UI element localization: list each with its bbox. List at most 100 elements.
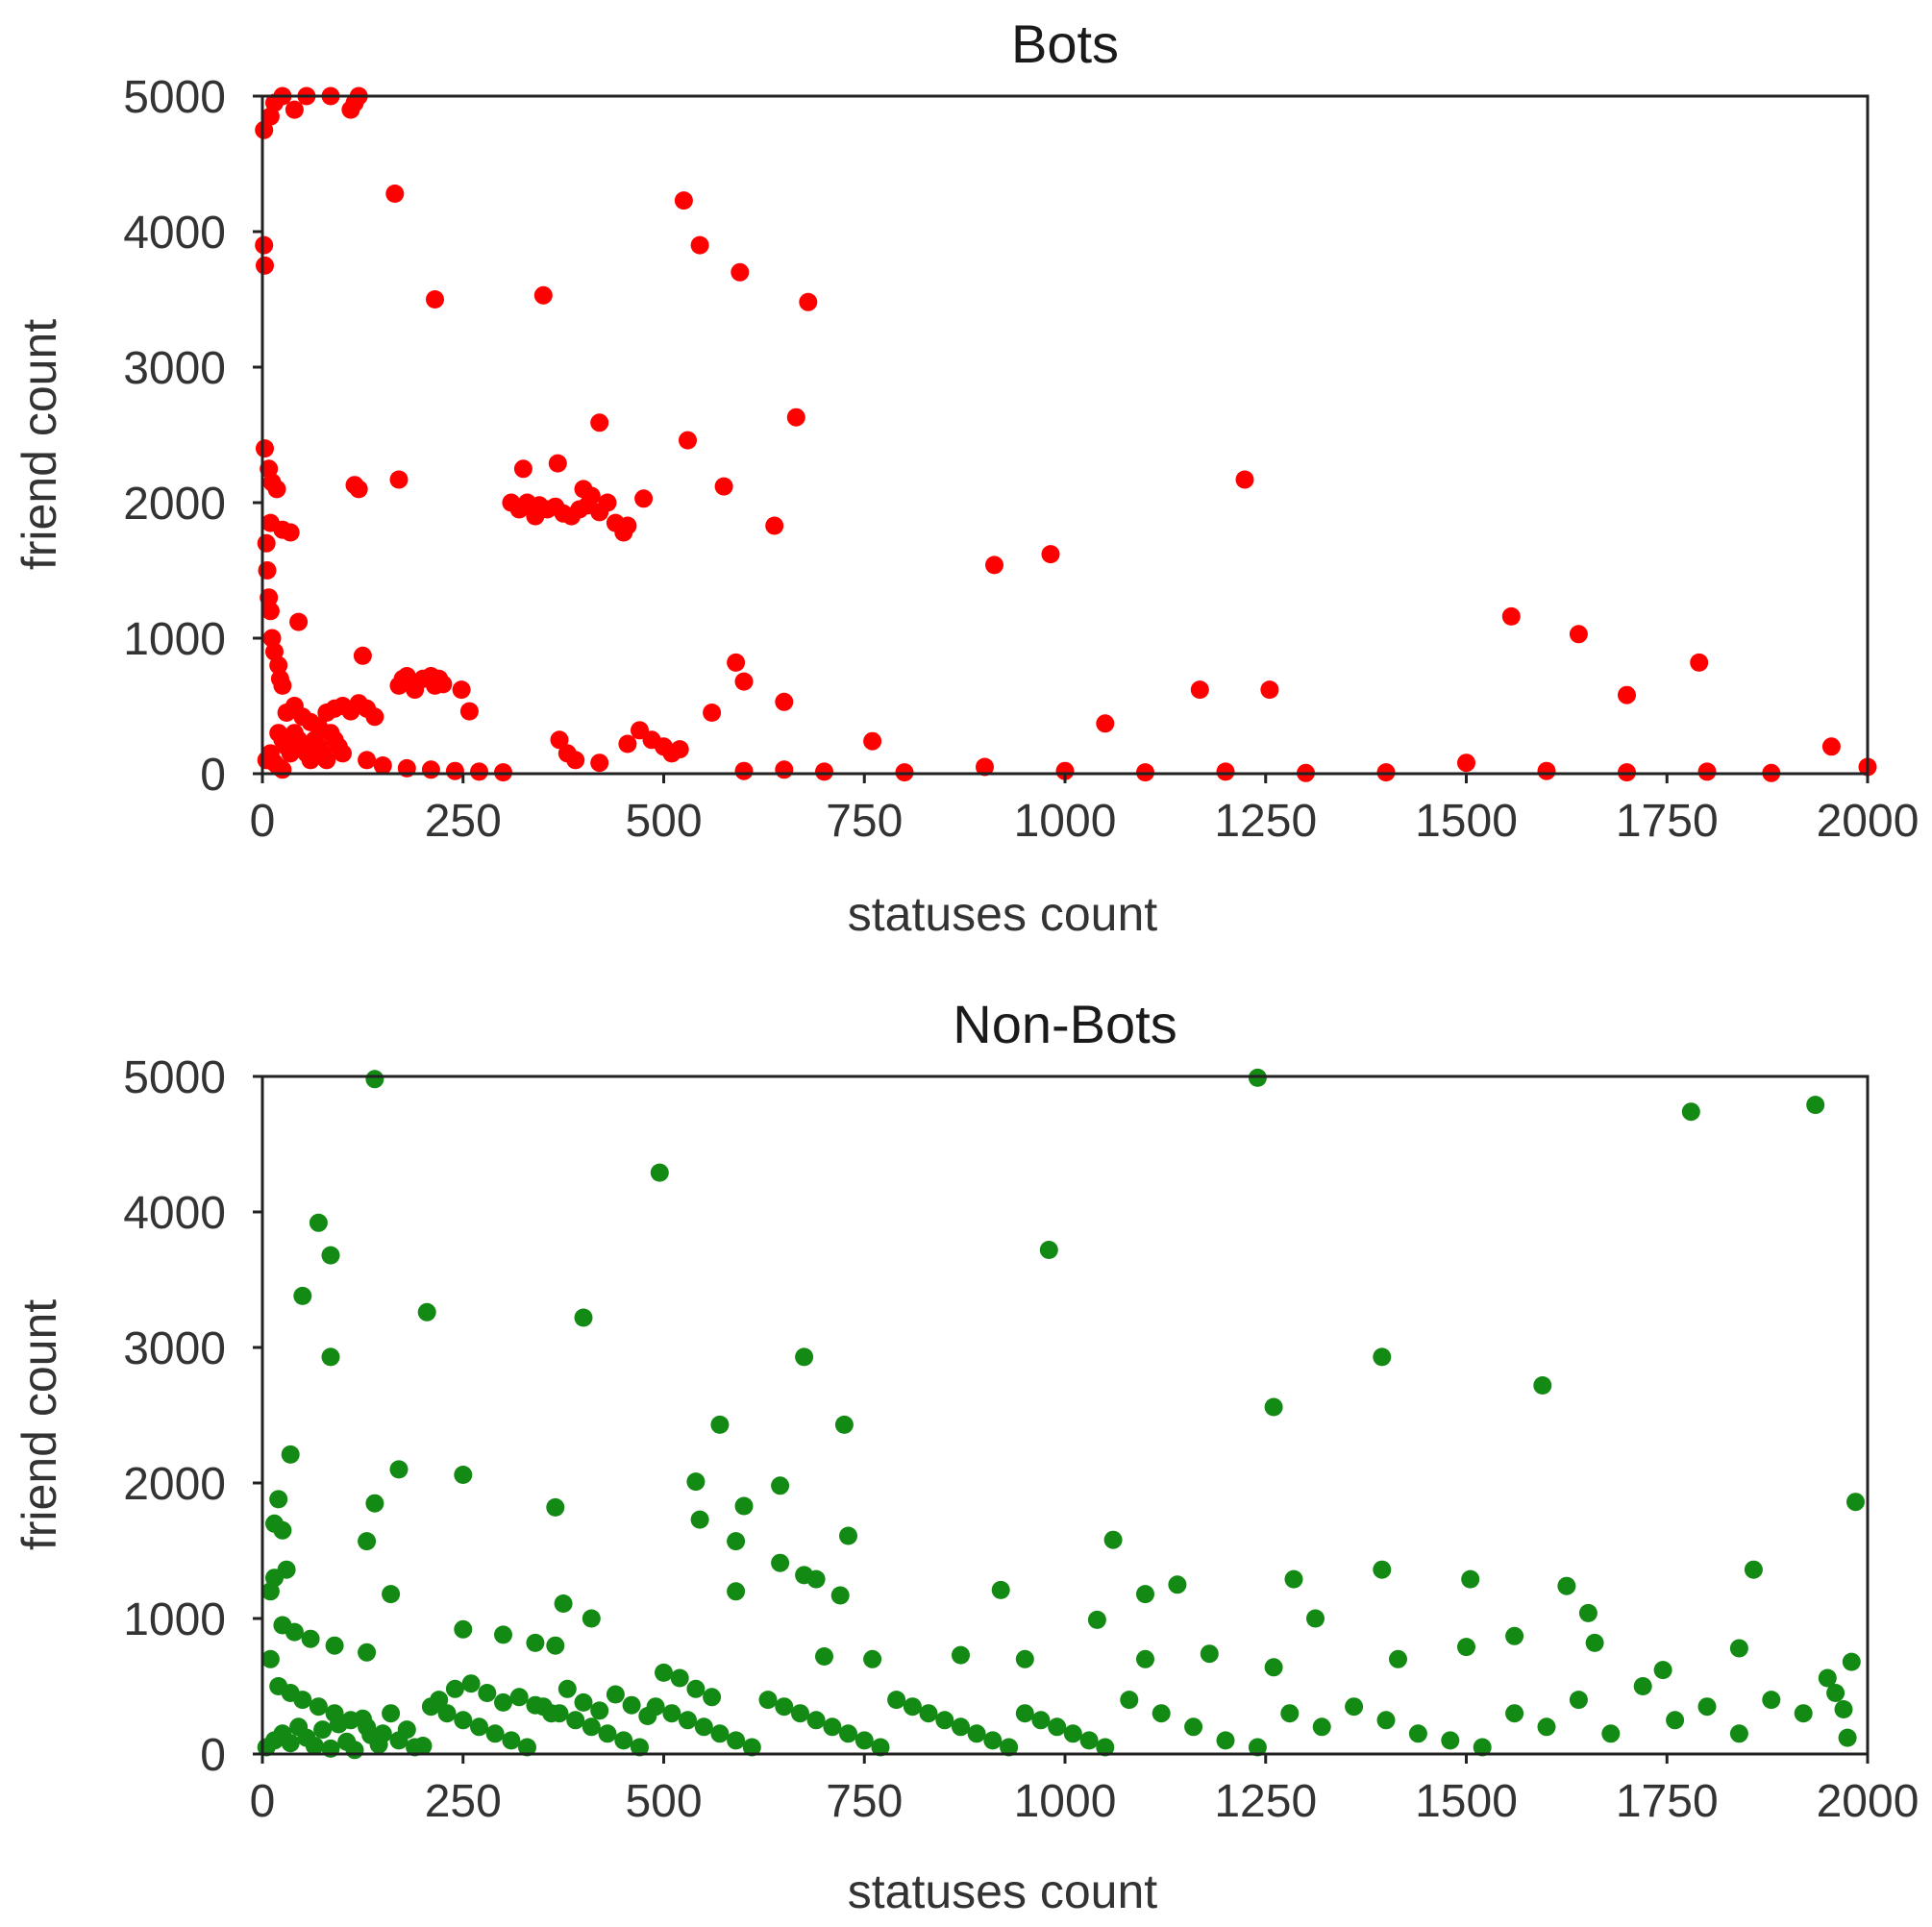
data-point [1537,761,1556,780]
data-point [262,629,282,648]
data-point [1280,1704,1300,1723]
data-point [454,1711,473,1730]
data-point [1015,1649,1034,1668]
data-point [260,588,279,607]
data-point [277,1560,296,1579]
data-point [389,1460,409,1479]
data-point [433,675,453,694]
data-points [255,86,1877,782]
data-point [634,489,654,508]
data-point [1345,1697,1364,1717]
data-point [1744,1560,1763,1579]
data-point [1666,1711,1685,1730]
data-point [256,256,274,275]
data-point [1200,1644,1219,1664]
data-point [256,439,274,458]
data-point [1537,1717,1556,1737]
data-point [775,692,794,711]
data-point [273,676,292,695]
data-point [269,655,288,675]
data-point [1505,1626,1524,1645]
data-point [285,1622,304,1642]
x-tick-label: 1500 [1415,796,1518,847]
data-point [839,1724,857,1743]
data-point [533,285,553,305]
y-tick-label: 0 [200,750,226,801]
data-point [1457,1638,1475,1657]
data-point [334,744,352,763]
data-point [771,1553,790,1572]
data-point [353,646,372,665]
x-tick-label: 2000 [1817,796,1920,847]
data-point [437,1704,457,1723]
data-point [281,523,300,542]
data-point [1284,1569,1303,1589]
data-point [650,1163,669,1182]
data-point [1729,1724,1748,1743]
data-point [1461,1569,1480,1589]
data-point [502,1731,521,1750]
data-point [606,1685,625,1704]
x-tick-label: 2000 [1817,1776,1920,1827]
data-point [285,100,304,119]
data-point [452,680,471,700]
data-point [1653,1661,1672,1680]
data-point [590,413,609,432]
data-point [1136,1649,1154,1668]
data-point [582,486,601,506]
data-point [260,1649,280,1668]
data-point [1389,1649,1407,1668]
x-tick-label: 500 [625,796,702,847]
chart-title: Bots [1011,13,1119,74]
y-tick-label: 4000 [123,1188,226,1239]
data-point [734,761,754,780]
data-point [765,516,784,535]
data-point [1690,653,1709,672]
y-tick-label: 3000 [123,343,226,394]
data-point [526,1633,545,1652]
data-point [1264,1658,1283,1677]
data-point [309,1697,328,1717]
data-points [257,1068,1865,1760]
data-point [679,1711,697,1730]
data-point [353,1709,372,1728]
data-point [301,1629,320,1648]
x-axis-label: statuses count [848,887,1158,941]
y-tick-label: 0 [200,1730,226,1781]
data-point [1408,1724,1427,1743]
data-point [1152,1704,1171,1723]
data-point [1248,1738,1267,1757]
data-point [385,185,405,203]
data-point [349,480,368,499]
data-point [598,493,617,512]
data-point [703,704,722,722]
data-point [863,731,882,751]
data-point [714,477,733,496]
data-point [258,561,277,580]
data-point [1000,1738,1019,1757]
data-point [255,120,274,139]
data-point [694,1717,713,1737]
data-point [731,262,750,282]
x-tick-label: 500 [625,1776,702,1827]
data-point [445,761,464,780]
data-point [734,672,754,691]
data-point [834,1415,854,1434]
data-point [1533,1376,1552,1395]
data-point [662,1704,681,1723]
data-point [470,1717,488,1737]
data-point [815,762,833,781]
data-point [823,1717,842,1737]
data-point [485,1724,505,1743]
data-point [574,1692,593,1712]
data-point [397,1720,416,1740]
data-point [430,1691,449,1710]
data-point [1373,1347,1392,1367]
data-point [426,290,444,309]
data-point [991,1580,1010,1599]
data-point [1063,1724,1082,1743]
data-point [703,1688,722,1707]
x-tick-label: 1750 [1616,1776,1719,1827]
data-point [1806,1096,1825,1115]
